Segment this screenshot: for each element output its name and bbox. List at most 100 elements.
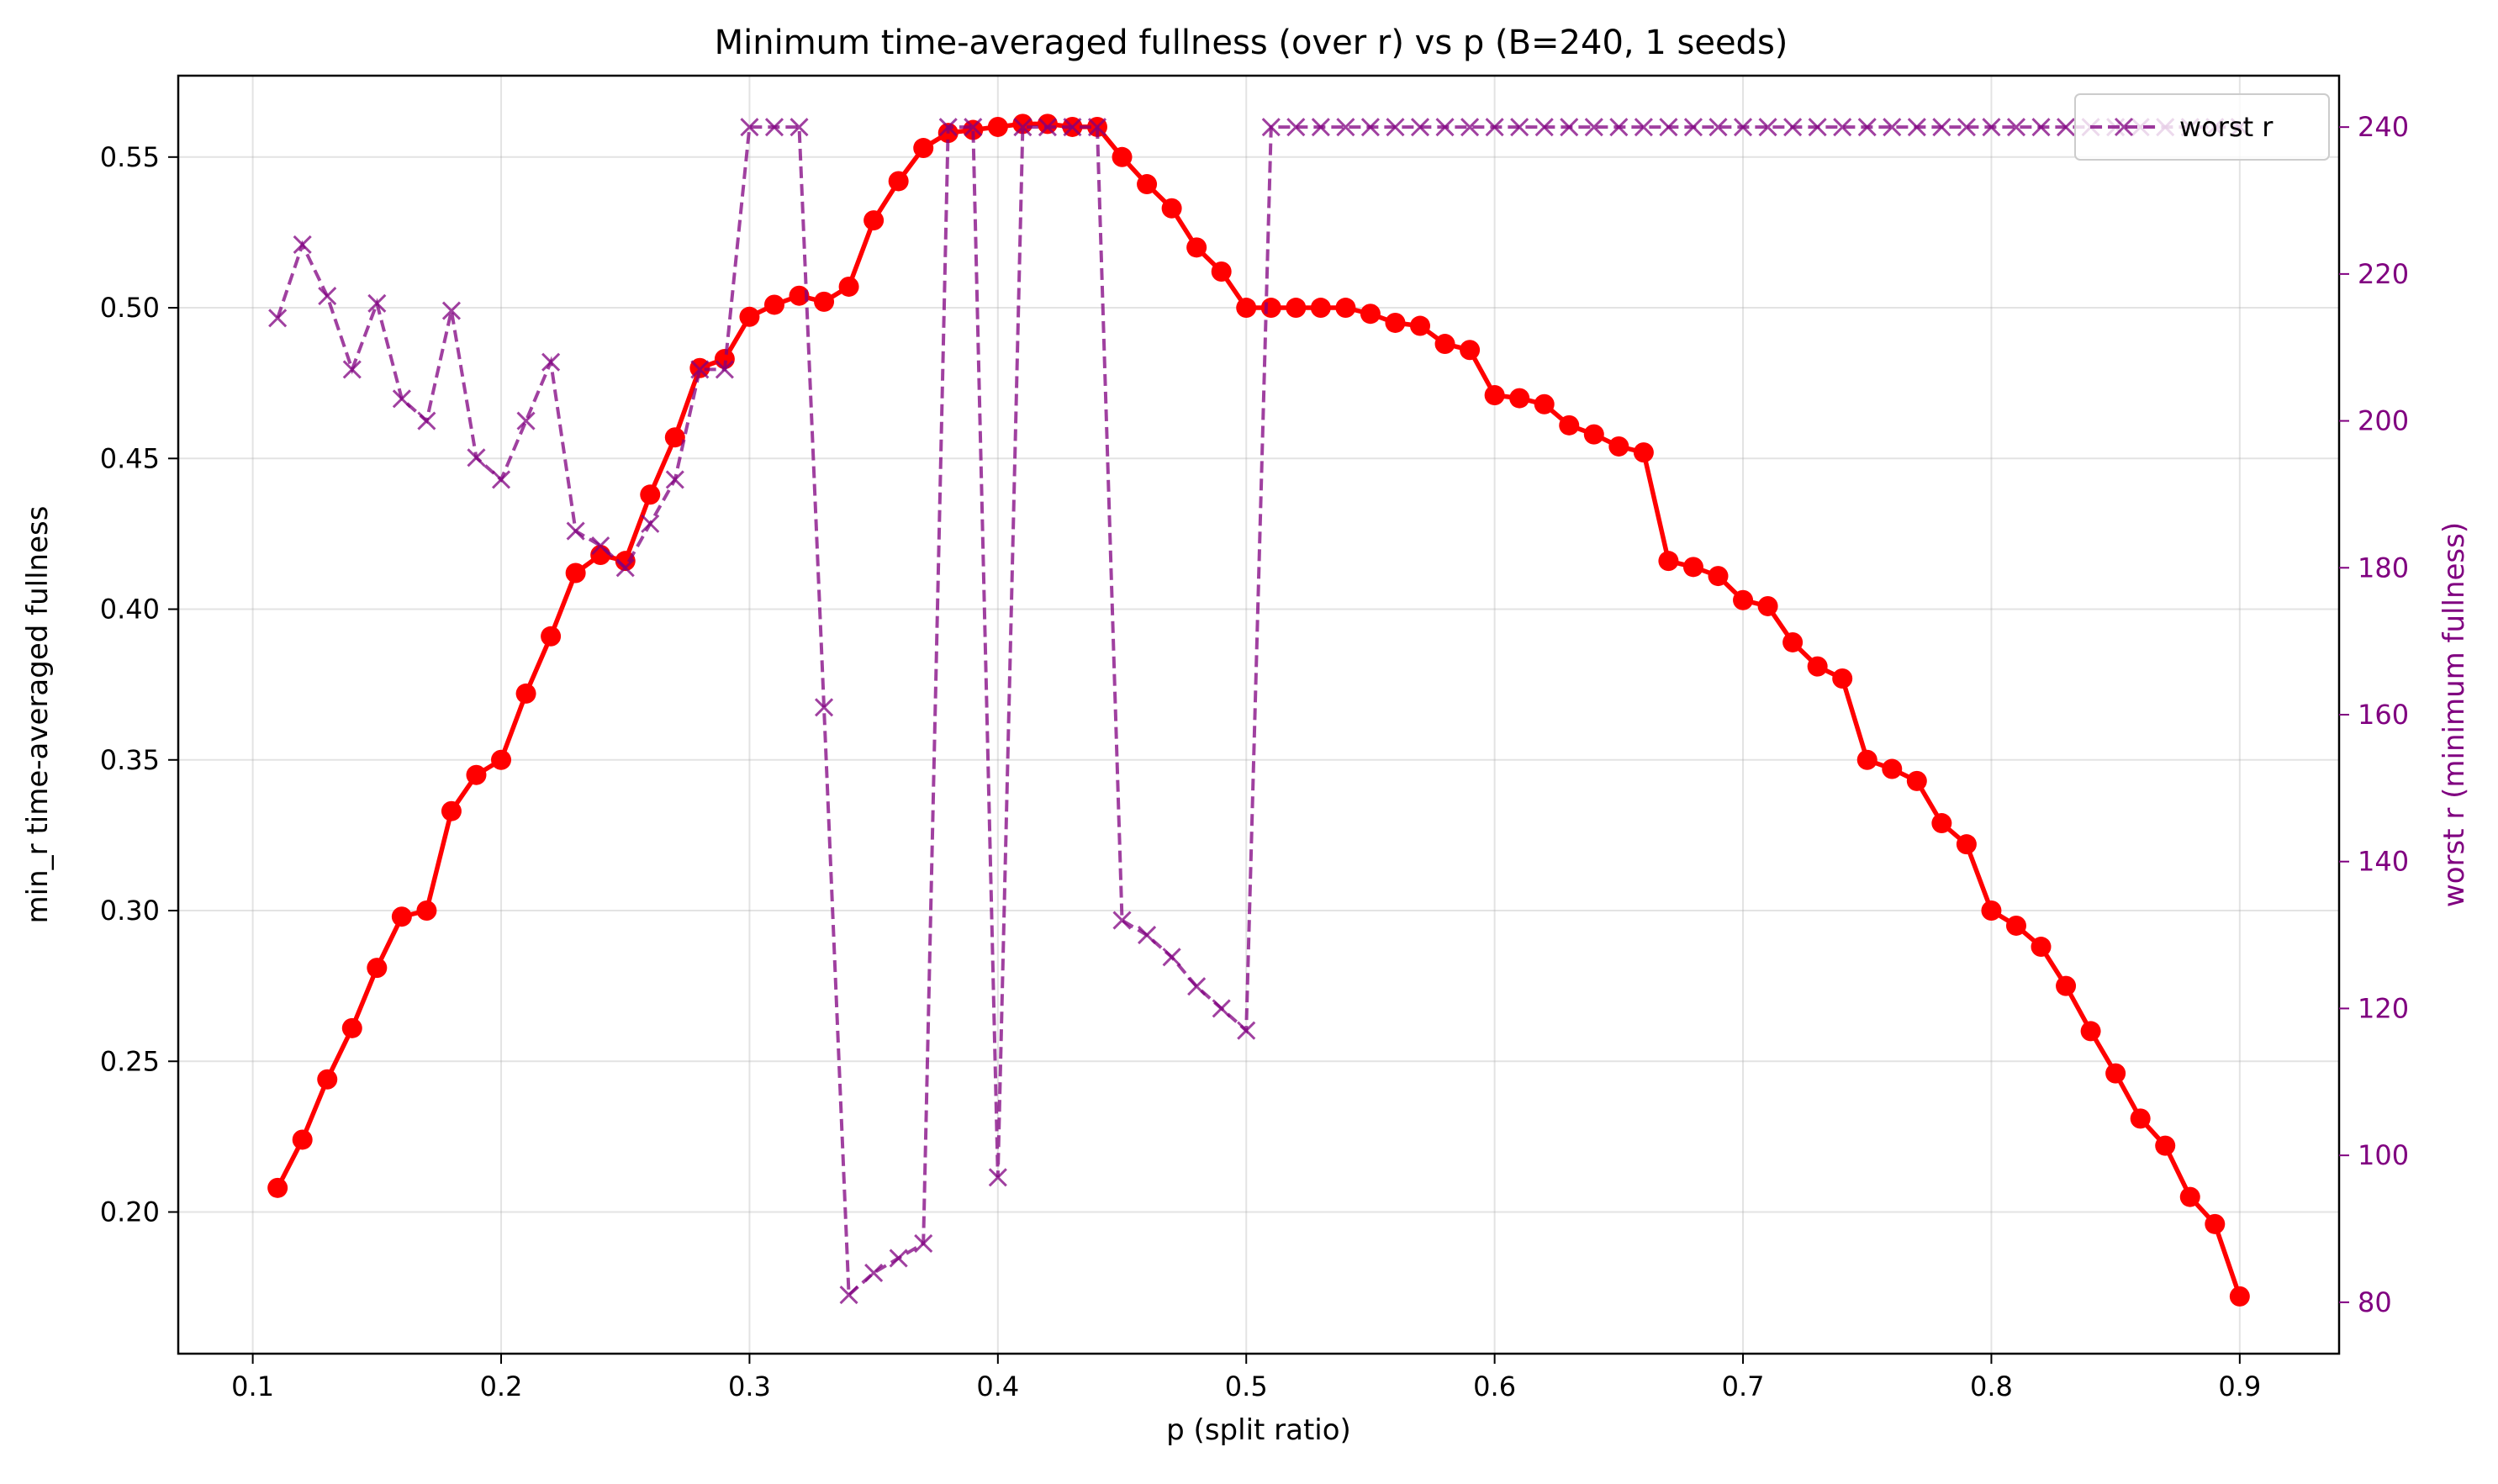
y-tick-label: 0.30: [100, 895, 160, 927]
worst-r-point: [1609, 118, 1629, 137]
fullness-point: [913, 138, 934, 159]
fullness-point: [1807, 656, 1828, 677]
y-right-tick-label: 200: [2358, 405, 2409, 437]
worst-r-point: [1659, 118, 1678, 137]
y-tick-label: 0.25: [100, 1045, 160, 1077]
worst-r-point: [1907, 118, 1926, 137]
fullness-point: [1360, 304, 1381, 325]
fullness-point: [2130, 1108, 2151, 1129]
worst-r-point: [1435, 118, 1455, 137]
worst-r-point: [342, 360, 362, 379]
fullness-point: [1782, 631, 1804, 652]
fullness-point: [1137, 174, 1158, 195]
worst-r-point: [1038, 118, 1057, 137]
worst-r-point: [417, 411, 436, 430]
worst-r-point: [1733, 118, 1753, 137]
worst-r-point: [467, 448, 486, 467]
y-right-tick-label: 80: [2358, 1286, 2392, 1318]
worst-r-point: [1932, 118, 1951, 137]
worst-r-point: [1534, 118, 1554, 137]
x-tick-label: 0.3: [728, 1370, 771, 1402]
series-layer: [267, 114, 2250, 1307]
worst-r-point: [591, 536, 610, 556]
worst-r-point: [864, 1263, 884, 1282]
worst-r-point: [1758, 118, 1777, 137]
worst-r-point: [1013, 118, 1032, 137]
fullness-point: [1484, 385, 1505, 405]
worst-r-point: [2031, 118, 2051, 137]
worst-r-point: [1087, 118, 1107, 137]
fullness-point: [1012, 114, 1033, 135]
worst-r-point: [1162, 948, 1181, 967]
fullness-point: [367, 958, 388, 979]
fullness-point: [1335, 298, 1356, 319]
legend-box: [2074, 93, 2330, 161]
fullness-point: [763, 294, 784, 315]
worst-r-point: [1883, 118, 1902, 137]
worst-r-point: [1112, 911, 1132, 930]
fullness-point: [863, 210, 885, 231]
worst-r-point: [641, 514, 660, 533]
worst-r-point: [889, 1249, 908, 1268]
fullness-point: [1832, 668, 1853, 689]
worst-r-point: [1286, 118, 1306, 137]
fullness-point: [1906, 770, 1927, 791]
worst-r-point: [1510, 118, 1529, 137]
fullness-point: [1856, 749, 1877, 770]
fullness-point: [1882, 758, 1903, 779]
y-right-tick-label: 220: [2358, 258, 2409, 290]
fullness-point: [1534, 393, 1555, 415]
legend: worst r: [2074, 93, 2330, 161]
worst-r-point: [1237, 1021, 1256, 1040]
fullness-point: [888, 171, 909, 192]
fullness-point: [267, 1177, 288, 1198]
worst-r-point: [1410, 118, 1430, 137]
fullness-point: [1236, 298, 1257, 319]
worst-r-point: [1212, 999, 1231, 1018]
worst-r-point: [268, 309, 288, 328]
worst-r-point: [1261, 118, 1281, 137]
fullness-point: [1682, 557, 1703, 578]
fullness-point: [317, 1069, 338, 1090]
worst-r-point: [1138, 926, 1157, 945]
fullness-point: [1410, 315, 1431, 336]
worst-r-point: [1360, 118, 1380, 137]
y-right-tick-label: 180: [2358, 552, 2409, 584]
y-right-tick-label: 120: [2358, 992, 2409, 1024]
fullness-point: [1608, 436, 1629, 457]
worst-r-point: [2006, 118, 2026, 137]
worst-r-point: [1857, 118, 1877, 137]
fullness-point: [2205, 1213, 2226, 1234]
fullness-point: [590, 545, 611, 565]
worst-r-point: [516, 411, 536, 430]
worst-r-point: [615, 558, 635, 578]
worst-r-point: [1584, 118, 1603, 137]
fullness-point: [2005, 915, 2026, 936]
fullness-point: [1583, 424, 1604, 445]
fullness-point: [2056, 975, 2077, 996]
fullness-point: [1211, 261, 1232, 283]
worst-r-point: [318, 287, 337, 306]
x-tick-label: 0.4: [976, 1370, 1019, 1402]
x-tick-label: 0.9: [2218, 1370, 2261, 1402]
fullness-point: [838, 276, 859, 297]
fullness-point: [1260, 298, 1281, 319]
fullness-point: [1186, 237, 1207, 258]
fullness-point: [1633, 442, 1654, 463]
fullness-point: [2080, 1021, 2101, 1042]
y-tick-label: 0.45: [100, 442, 160, 474]
worst-r-point: [938, 118, 958, 137]
fullness-point: [2155, 1135, 2176, 1156]
worst-r-point: [541, 352, 561, 372]
fullness-point: [1434, 334, 1455, 355]
fullness-point: [1112, 146, 1133, 167]
worst-r-point: [914, 1233, 933, 1254]
fullness-point: [640, 484, 661, 505]
y-right-tick-label: 160: [2358, 699, 2409, 731]
fullness-point: [2031, 937, 2052, 958]
x-tick-label: 0.2: [480, 1370, 523, 1402]
fullness-point: [391, 906, 412, 927]
y-axis-label-right: worst r (minimum fullness): [2437, 522, 2471, 907]
